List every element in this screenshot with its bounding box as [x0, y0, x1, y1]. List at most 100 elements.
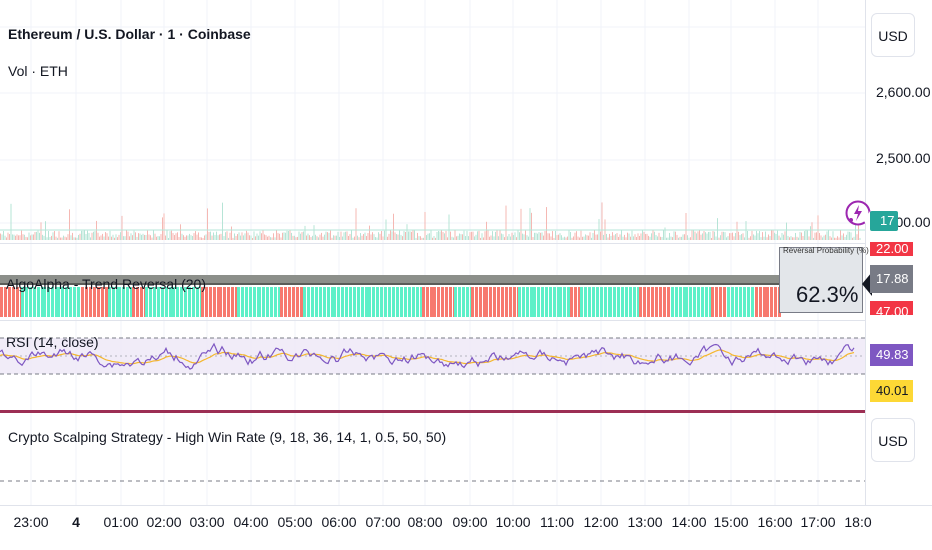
volume-bar: [460, 234, 462, 240]
trend-bar: [300, 287, 303, 317]
volume-bar: [768, 234, 769, 240]
volume-bar: [594, 230, 595, 240]
volume-bar: [525, 230, 526, 240]
volume-bar: [586, 235, 588, 240]
volume-bar: [784, 231, 786, 240]
volume-bar: [331, 237, 333, 240]
time-label: 07:00: [365, 514, 401, 530]
volume-bar: [199, 237, 201, 240]
trend-bar: [518, 287, 521, 317]
probability-pointer: [862, 272, 872, 296]
volume-bar: [613, 235, 615, 240]
volume-legend[interactable]: Vol · ETH: [8, 63, 68, 79]
volume-bar: [49, 236, 51, 240]
trend-bar: [196, 287, 199, 317]
volume-bar: [766, 237, 768, 240]
volume-bar: [549, 233, 550, 240]
volume-bar: [273, 233, 274, 240]
volume-bar: [679, 236, 681, 240]
volume-bar: [276, 230, 277, 240]
volume-bar: [126, 230, 127, 240]
volume-bar: [76, 237, 78, 240]
trend-bar: [701, 287, 704, 317]
volume-bar: [57, 237, 58, 240]
trend-bar: [441, 287, 444, 317]
volume-bar: [402, 236, 403, 240]
volume-bar: [550, 236, 552, 240]
volume-bar: [39, 232, 40, 240]
trend-bar: [380, 287, 383, 317]
trend-bar: [633, 287, 636, 317]
trend-bar: [404, 287, 407, 317]
trend-bar: [774, 287, 777, 317]
volume-bar: [739, 235, 741, 240]
volume-bar: [745, 221, 747, 240]
trend-bar: [437, 287, 440, 317]
strategy-title[interactable]: Crypto Scalping Strategy - High Win Rate…: [8, 429, 447, 445]
volume-bar: [588, 235, 589, 240]
volume-bar: [829, 236, 831, 240]
volume-bar: [166, 230, 168, 240]
volume-bar: [351, 230, 352, 240]
currency-button[interactable]: USD: [871, 13, 915, 57]
volume-bar: [664, 227, 666, 240]
volume-bar: [825, 234, 826, 240]
trend-bar: [296, 287, 299, 317]
volume-bar: [567, 236, 568, 240]
volume-bar: [757, 233, 759, 240]
volume-bar: [102, 233, 103, 240]
volume-bar: [69, 209, 70, 240]
trend-bar: [0, 287, 3, 317]
trend-bar: [739, 287, 742, 317]
trend-reversal-title[interactable]: AlgoAlpha - Trend Reversal (20): [6, 276, 206, 292]
trend-bar: [77, 287, 80, 317]
volume-bar: [43, 235, 45, 240]
volume-bar: [205, 234, 207, 240]
volume-bar: [376, 237, 378, 240]
volume-bar: [169, 231, 171, 240]
trend-bar: [33, 287, 36, 317]
trend-bar: [479, 287, 482, 317]
trend-bar: [25, 287, 28, 317]
volume-bar: [543, 235, 544, 240]
volume-bar: [355, 208, 357, 240]
volume-bar: [316, 236, 318, 240]
volume-bar: [255, 236, 256, 240]
volume-bar: [790, 236, 792, 240]
symbol-title[interactable]: Ethereum / U.S. Dollar · 1 · Coinbase: [8, 26, 251, 42]
volume-bar: [744, 237, 745, 240]
volume-bar: [423, 237, 424, 240]
volume-bar: [561, 235, 562, 240]
volume-bar: [220, 233, 222, 240]
trend-bar: [165, 287, 168, 317]
volume-bar: [168, 237, 169, 240]
volume-bar: [79, 233, 81, 240]
volume-bar: [429, 233, 430, 240]
volume-bar: [109, 230, 111, 240]
volume-bar: [453, 237, 454, 240]
volume-bar: [654, 231, 655, 240]
trend-bar: [153, 287, 156, 317]
volume-bar: [265, 235, 267, 240]
volume-bar: [415, 237, 417, 240]
lightning-icon[interactable]: [845, 200, 871, 226]
volume-bar: [337, 231, 339, 240]
volume-bar: [252, 237, 253, 240]
trend-bar: [454, 287, 457, 317]
volume-bar: [523, 234, 525, 240]
trend-bar: [12, 287, 15, 317]
trend-bar: [307, 287, 310, 317]
volume-bar: [753, 234, 754, 240]
volume-bar: [372, 232, 373, 240]
rsi-title[interactable]: RSI (14, close): [6, 334, 99, 350]
volume-bar: [553, 237, 555, 240]
volume-bar: [427, 233, 429, 240]
volume-bar: [741, 234, 742, 240]
volume-bar: [759, 231, 760, 240]
strategy-currency-button[interactable]: USD: [871, 418, 915, 462]
volume-bar: [381, 231, 382, 240]
volume-bar: [144, 234, 145, 240]
volume-bar: [153, 230, 154, 240]
volume-bar: [667, 237, 669, 240]
